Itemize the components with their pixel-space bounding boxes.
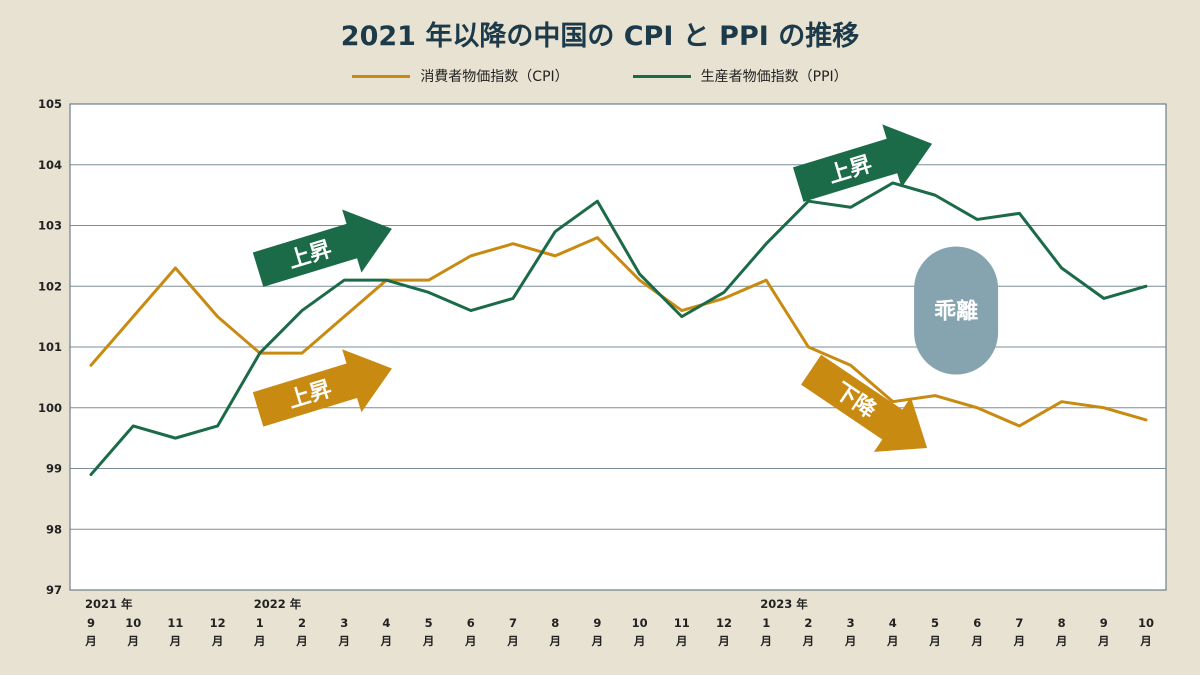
x-month-label: 7 xyxy=(1015,616,1023,630)
x-month-label: 8 xyxy=(1058,616,1066,630)
x-month-label: 6 xyxy=(973,616,981,630)
x-month-unit: 月 xyxy=(1139,634,1152,648)
x-month-unit: 月 xyxy=(253,634,266,648)
legend-label-cpi: 消費者物価指数（CPI） xyxy=(420,69,569,85)
series-line-ppi xyxy=(89,181,1148,477)
x-year-label: 2021 年 xyxy=(85,597,133,611)
divergence-badge-label: 乖離 xyxy=(934,299,978,325)
x-month-label: 8 xyxy=(551,616,559,630)
x-month-unit: 月 xyxy=(464,634,477,648)
x-month-label: 12 xyxy=(716,616,732,630)
x-month-label: 1 xyxy=(256,616,264,630)
y-tick-label: 102 xyxy=(38,279,62,293)
x-month-label: 9 xyxy=(593,616,601,630)
y-axis-ticks: 97 98 99 100 101 102 103 104 105 xyxy=(38,97,62,597)
plot-border xyxy=(69,103,1167,591)
x-month-label: 4 xyxy=(889,616,897,630)
x-month-label: 11 xyxy=(674,616,690,630)
legend: 消費者物価指数（CPI） 生産者物価指数（PPI） xyxy=(0,66,1200,86)
x-month-unit: 月 xyxy=(548,634,561,648)
x-month-unit: 月 xyxy=(675,634,688,648)
x-month-label: 5 xyxy=(425,616,433,630)
x-month-unit: 月 xyxy=(337,634,350,648)
legend-item-cpi: 消費者物価指数（CPI） xyxy=(352,66,569,86)
x-month-unit: 月 xyxy=(84,634,97,648)
x-month-unit: 月 xyxy=(970,634,983,648)
x-month-unit: 月 xyxy=(928,634,941,648)
x-month-label: 3 xyxy=(847,616,855,630)
x-month-label: 10 xyxy=(1138,616,1154,630)
divergence-badge-shape xyxy=(914,246,999,375)
y-tick-label: 101 xyxy=(38,340,62,354)
series-line-cpi xyxy=(89,236,1148,428)
y-tick-label: 103 xyxy=(38,219,62,233)
x-month-unit: 月 xyxy=(759,634,772,648)
x-month-label: 6 xyxy=(467,616,475,630)
x-month-label: 10 xyxy=(632,616,648,630)
x-month-unit: 月 xyxy=(802,634,815,648)
x-month-unit: 月 xyxy=(886,634,899,648)
x-month-unit: 月 xyxy=(1097,634,1110,648)
x-month-unit: 月 xyxy=(380,634,393,648)
x-month-unit: 月 xyxy=(422,634,435,648)
x-month-label: 7 xyxy=(509,616,517,630)
x-month-label: 2 xyxy=(298,616,306,630)
y-tick-label: 100 xyxy=(38,401,62,415)
x-month-unit: 月 xyxy=(211,634,224,648)
x-month-label: 3 xyxy=(340,616,348,630)
legend-label-ppi: 生産者物価指数（PPI） xyxy=(700,69,848,85)
x-month-unit: 月 xyxy=(844,634,857,648)
arrow-shape xyxy=(801,354,928,452)
x-month-label: 9 xyxy=(87,616,95,630)
x-month-unit: 月 xyxy=(295,634,308,648)
arrow-shape xyxy=(792,124,933,202)
x-month-unit: 月 xyxy=(506,634,519,648)
x-month-unit: 月 xyxy=(591,634,604,648)
x-month-label: 9 xyxy=(1100,616,1108,630)
y-tick-label: 104 xyxy=(38,158,62,172)
x-month-label: 12 xyxy=(210,616,226,630)
x-month-unit: 月 xyxy=(1055,634,1068,648)
series-lines xyxy=(89,181,1148,477)
legend-swatch-cpi xyxy=(352,74,411,78)
x-month-label: 2 xyxy=(804,616,812,630)
x-month-label: 10 xyxy=(125,616,141,630)
x-month-unit: 月 xyxy=(633,634,646,648)
arrow-shape xyxy=(252,349,392,427)
x-month-unit: 月 xyxy=(717,634,730,648)
x-month-unit: 月 xyxy=(169,634,182,648)
x-year-label: 2022 年 xyxy=(254,597,302,611)
x-year-label: 2023 年 xyxy=(760,597,808,611)
x-month-unit: 月 xyxy=(1013,634,1026,648)
y-tick-label: 97 xyxy=(46,583,62,597)
y-tick-label: 99 xyxy=(46,462,62,476)
x-month-unit: 月 xyxy=(126,634,139,648)
x-month-label: 4 xyxy=(382,616,390,630)
y-tick-label: 105 xyxy=(38,97,62,111)
chart-title: 2021 年以降の中国の CPI と PPI の推移 xyxy=(340,21,860,52)
y-tick-label: 98 xyxy=(46,522,62,536)
divergence-badge: 乖離 xyxy=(914,246,999,375)
legend-swatch-ppi xyxy=(632,74,691,78)
x-month-label: 5 xyxy=(931,616,939,630)
legend-item-ppi: 生産者物価指数（PPI） xyxy=(632,66,848,86)
arrow-shape xyxy=(252,209,392,287)
x-month-label: 11 xyxy=(167,616,183,630)
x-month-label: 1 xyxy=(762,616,770,630)
